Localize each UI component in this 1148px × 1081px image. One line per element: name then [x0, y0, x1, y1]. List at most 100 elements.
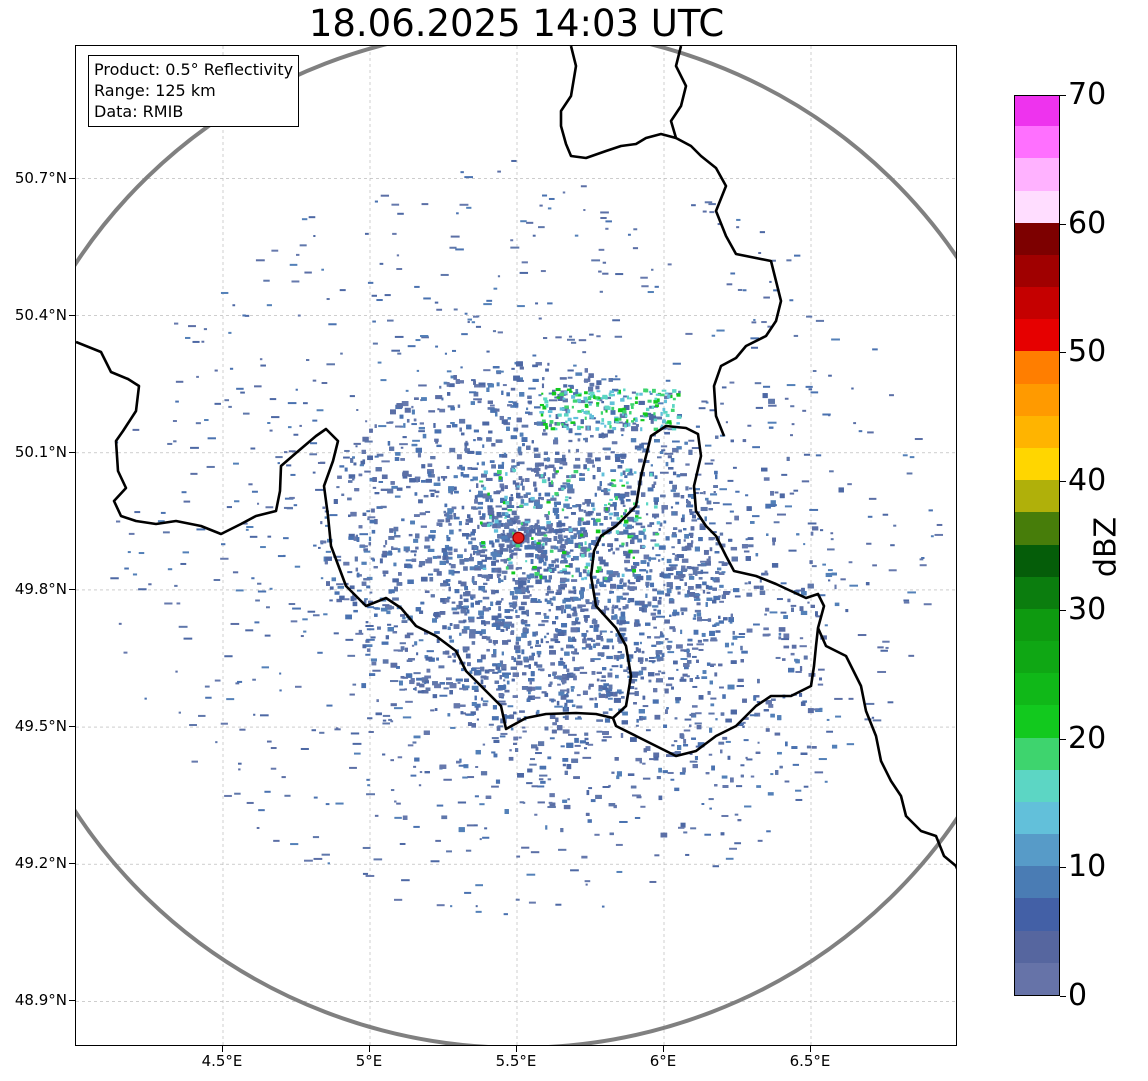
echo-pixel	[527, 590, 530, 594]
echo-pixel	[624, 475, 628, 479]
echo-pixel	[594, 457, 601, 462]
echo-pixel	[420, 576, 428, 582]
echo-pixel	[606, 692, 611, 697]
echo-pixel	[518, 584, 524, 590]
echo-pixel	[475, 749, 481, 755]
echo-pixel	[676, 474, 681, 478]
echo-pixel	[640, 525, 646, 529]
echo-pixel	[684, 533, 690, 539]
echo-pixel	[647, 601, 652, 607]
echo-pixel	[560, 605, 565, 610]
echo-pixel	[459, 604, 462, 609]
echo-pixel	[358, 629, 362, 634]
echo-pixel	[668, 466, 674, 470]
echo-pixel	[594, 492, 597, 497]
echo-pixel	[689, 678, 693, 682]
echo-pixel	[449, 683, 457, 689]
echo-pixel	[406, 485, 411, 489]
echo-pixel	[546, 600, 552, 605]
echo-pixel	[529, 594, 532, 597]
echo-pixel	[456, 604, 460, 610]
echo-pixel	[526, 574, 534, 579]
echo-pixel	[503, 575, 507, 580]
echo-pixel	[578, 590, 584, 595]
echo-pixel	[709, 630, 715, 636]
echo-pixel	[807, 583, 814, 589]
echo-pixel	[693, 614, 697, 618]
echo-pixel	[531, 542, 537, 545]
echo-pixel	[383, 545, 386, 548]
echo-pixel	[549, 714, 556, 719]
echo-pixel	[779, 765, 783, 769]
radar-map[interactable]	[75, 45, 957, 1046]
echo-pixel	[484, 621, 491, 625]
echo-pixel	[483, 623, 487, 626]
echo-pixel	[690, 526, 695, 531]
echo-pixel	[472, 476, 478, 481]
echo-pixel	[621, 597, 627, 600]
echo-pixel	[386, 610, 391, 615]
echo-pixel	[488, 639, 492, 643]
echo-pixel	[762, 393, 768, 399]
echo-pixel	[496, 382, 500, 387]
echo-pixel	[535, 566, 542, 570]
echo-pixel	[522, 595, 530, 599]
echo-pixel	[588, 645, 593, 650]
echo-pixel	[622, 621, 630, 624]
echo-pixel	[593, 519, 596, 523]
echo-pixel	[610, 583, 616, 589]
echo-pixel	[469, 566, 477, 571]
echo-pixel	[558, 487, 564, 491]
echo-pixel	[553, 439, 559, 445]
echo-pixel	[463, 474, 470, 478]
echo-pixel	[544, 465, 550, 469]
echo-pixel	[363, 548, 368, 552]
echo-pixel	[563, 662, 566, 665]
radar-map-canvas[interactable]	[76, 46, 957, 1046]
echo-pixel	[454, 589, 460, 594]
echo-pixel	[593, 643, 596, 649]
echo-pixel	[464, 678, 469, 682]
echo-pixel	[632, 549, 640, 554]
echo-pixel	[491, 654, 497, 658]
echo-pixel	[586, 503, 590, 507]
echo-pixel	[497, 567, 502, 573]
echo-pixel	[801, 590, 807, 596]
echo-pixel	[546, 537, 552, 542]
echo-pixel	[655, 554, 661, 557]
echo-pixel	[742, 698, 747, 703]
echo-pixel	[549, 645, 554, 649]
echo-pixel	[420, 601, 425, 605]
echo-pixel	[800, 610, 808, 616]
echo-pixel	[514, 589, 522, 594]
echo-pixel	[578, 572, 582, 578]
echo-pixel	[489, 498, 494, 503]
echo-pixel	[380, 505, 387, 509]
echo-pixel	[463, 566, 468, 571]
echo-pixel	[807, 708, 814, 714]
echo-pixel	[810, 531, 814, 536]
echo-pixel	[547, 756, 552, 760]
echo-pixel	[681, 546, 688, 551]
echo-pixel	[453, 475, 458, 479]
echo-pixel	[554, 546, 559, 550]
echo-pixel	[524, 587, 528, 593]
echo-pixel	[672, 447, 679, 453]
echo-pixel	[620, 578, 624, 583]
echo-pixel	[499, 415, 504, 421]
echo-pixel	[434, 429, 442, 434]
echo-pixel	[699, 525, 706, 531]
echo-pixel	[392, 597, 399, 601]
echo-pixel	[474, 703, 481, 708]
echo-pixel	[461, 684, 465, 690]
echo-pixel	[670, 566, 674, 571]
echo-pixel	[777, 751, 782, 755]
echo-pixel	[654, 439, 660, 443]
echo-pixel	[447, 508, 454, 513]
echo-pixel	[688, 576, 695, 580]
echo-pixel	[361, 581, 367, 586]
echo-pixel	[609, 482, 613, 486]
echo-pixel	[503, 623, 510, 628]
echo-pixel	[538, 492, 542, 497]
echo-pixel	[507, 609, 514, 612]
